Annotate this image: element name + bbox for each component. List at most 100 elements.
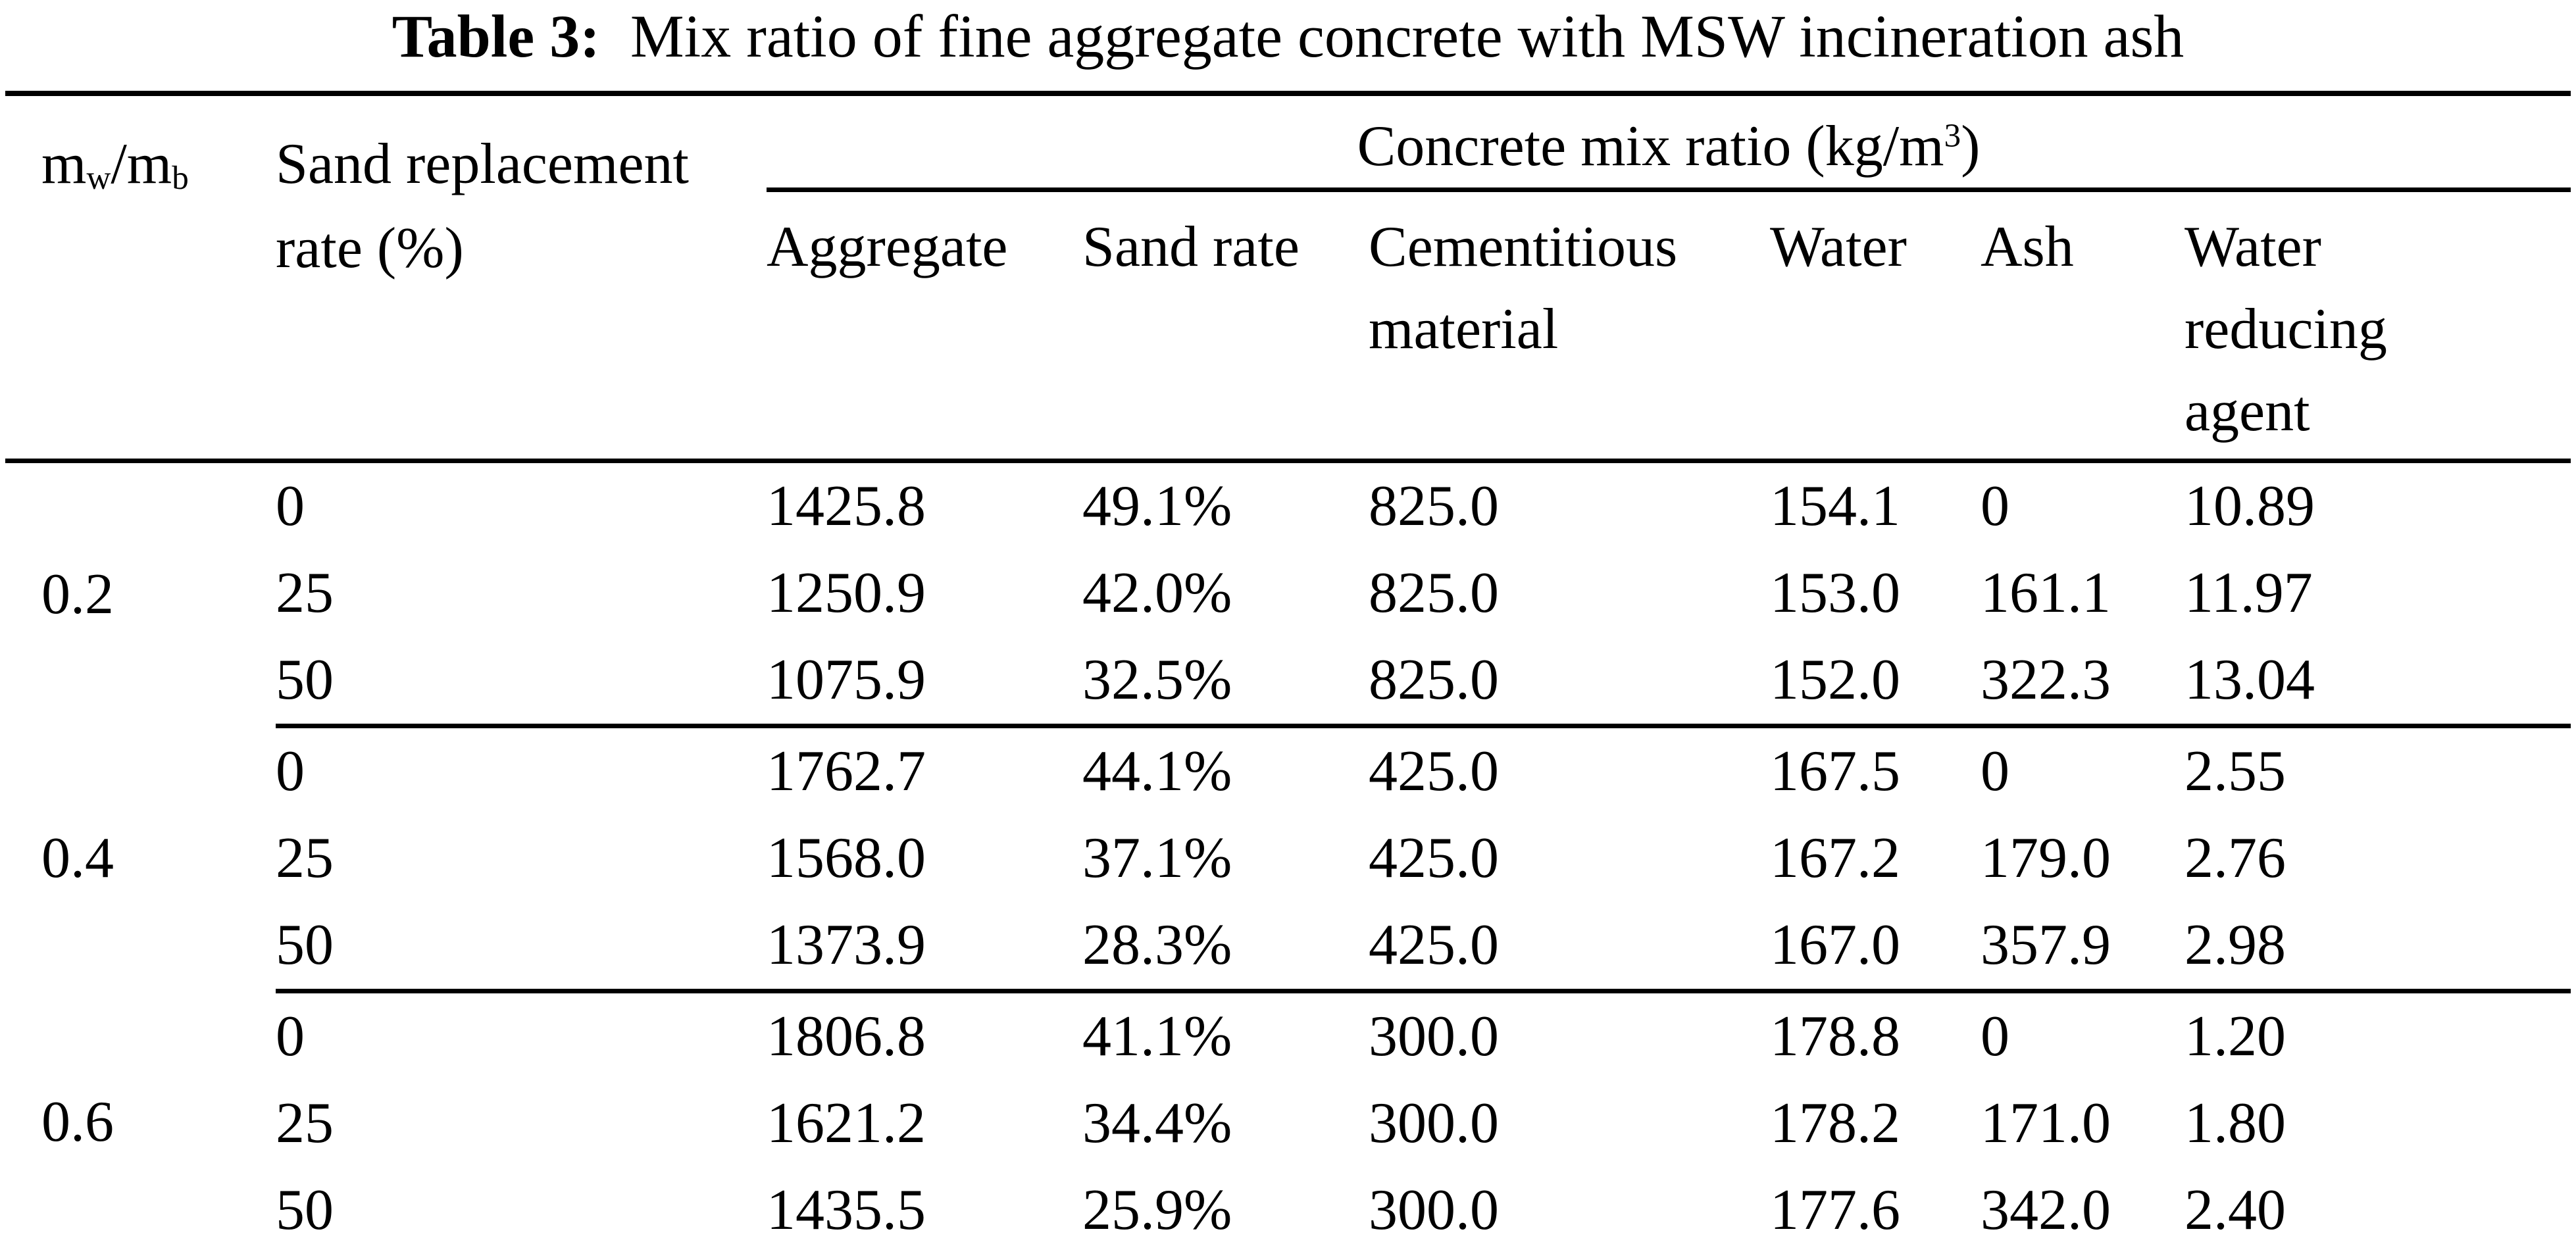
cell-sand-rate: 37.1%	[1082, 826, 1232, 890]
cell-cementitious: 300.0	[1369, 1091, 1499, 1155]
cell-ash: 342.0	[1981, 1178, 2111, 1242]
header-sand-replacement-rate: Sand replacement rate (%)	[276, 93, 767, 464]
table-row: 0.6 0 1806.8 41.1% 300.0 178.8 0 1.20	[5, 991, 2571, 1154]
cell-sand-replacement: 0	[276, 739, 305, 803]
cell-aggregate: 1621.2	[767, 1091, 926, 1155]
cell-water-reducing: 2.98	[2185, 901, 2571, 993]
mb-subscript: b	[172, 160, 189, 197]
cell-sand-rate: 41.1%	[1082, 1004, 1232, 1068]
header-aggregate: Aggregate	[767, 189, 1082, 464]
cell-mw-mb-ratio: 0.2	[41, 562, 114, 626]
header-cementitious-material-text: Cementitious material	[1369, 215, 1678, 362]
cell-sand-replacement: 25	[276, 561, 334, 625]
cell-water: 154.1	[1770, 474, 1900, 539]
cell-sand-replacement: 50	[276, 636, 767, 728]
cell-aggregate: 1568.0	[767, 826, 926, 890]
header-water-reducing-agent: Water reducing agent	[2185, 189, 2571, 464]
cell-water-reducing: 13.04	[2185, 636, 2571, 728]
cell-ash: 0	[1981, 1004, 2009, 1068]
cell-sand-rate: 28.3%	[1082, 901, 1369, 993]
cell-aggregate: 1075.9	[767, 636, 1082, 728]
cell-water: 167.0	[1770, 901, 1981, 993]
header-water-reducing-agent-text: Water reducing agent	[2185, 215, 2387, 444]
cell-mw-mb-ratio: 0.6	[41, 1089, 114, 1154]
cell-ash: 322.3	[1981, 636, 2185, 728]
mw-subscript: w	[86, 160, 111, 197]
cell-aggregate: 1762.7	[767, 739, 926, 803]
cell-aggregate: 1373.9	[767, 901, 1082, 993]
header-mw-mb: mw/mb	[5, 93, 276, 464]
cell-ash: 179.0	[1981, 826, 2111, 890]
header-row-top: mw/mb Sand replacement rate (%) Concrete…	[5, 93, 2571, 464]
cell-sand-rate: 32.5%	[1082, 636, 1369, 728]
cell-ash: 161.1	[1981, 561, 2111, 625]
cell-sand-rate: 34.4%	[1082, 1091, 1232, 1155]
cell-water-reducing: 2.76	[2185, 826, 2286, 890]
header-ash: Ash	[1981, 189, 2185, 464]
table-caption-text: Mix ratio of fine aggregate concrete wit…	[630, 3, 2185, 70]
cell-cementitious: 425.0	[1369, 739, 1499, 803]
cell-water-reducing: 1.80	[2185, 1091, 2286, 1155]
table-row: 50 1075.9 32.5% 825.0 152.0 322.3 13.04	[5, 636, 2571, 728]
cell-sand-replacement: 25	[276, 1091, 334, 1155]
cell-ash: 0	[1981, 474, 2009, 539]
table-row: 25 1250.9 42.0% 825.0 153.0 161.1 11.97	[5, 550, 2571, 637]
cell-sand-rate: 42.0%	[1082, 561, 1232, 625]
cell-aggregate: 1250.9	[767, 561, 926, 625]
cell-ash: 357.9	[1981, 901, 2185, 993]
mb-base: /m	[111, 132, 172, 196]
cell-water: 178.8	[1770, 1004, 1900, 1068]
cell-cementitious: 300.0	[1369, 1004, 1499, 1068]
mix-ratio-table: mw/mb Sand replacement rate (%) Concrete…	[5, 91, 2571, 1246]
cell-water: 167.5	[1770, 739, 1900, 803]
cell-water: 152.0	[1770, 636, 1981, 728]
cell-water-reducing: 11.97	[2185, 561, 2313, 625]
cell-water: 153.0	[1770, 561, 1900, 625]
cell-water-reducing: 2.40	[2185, 1178, 2286, 1242]
mw-base: m	[41, 132, 87, 196]
cell-sand-rate: 25.9%	[1082, 1178, 1232, 1242]
header-row-sub: Aggregate Sand rate Cementitious materia…	[5, 189, 2571, 464]
table-caption: Table 3: Mix ratio of fine aggregate conc…	[5, 0, 2571, 91]
cell-sand-replacement: 0	[276, 474, 305, 539]
header-concrete-mix-ratio: Concrete mix ratio (kg/m3)	[767, 93, 2571, 193]
cell-water-reducing: 2.55	[2185, 739, 2286, 803]
cell-cementitious: 825.0	[1369, 561, 1499, 625]
cell-cementitious: 825.0	[1369, 636, 1770, 728]
table-row: 50 1435.5 25.9% 300.0 177.6 342.0 2.40	[5, 1167, 2571, 1246]
concrete-mix-ratio-text: Concrete mix ratio (kg/m	[1357, 114, 1944, 178]
cell-sand-replacement: 50	[276, 901, 767, 993]
header-cementitious-material: Cementitious material	[1369, 189, 1770, 464]
header-sand-replacement-rate-text: Sand replacement rate (%)	[276, 132, 689, 280]
table-row: 25 1621.2 34.4% 300.0 178.2 171.0 1.80	[5, 1080, 2571, 1167]
cell-water: 167.2	[1770, 826, 1900, 890]
cell-mw-mb-ratio: 0.4	[41, 826, 114, 890]
cell-sand-rate: 49.1%	[1082, 474, 1232, 539]
cubic-superscript: 3	[1944, 117, 1961, 155]
cell-water: 177.6	[1770, 1178, 1900, 1242]
table-caption-label: Table 3:	[391, 3, 600, 70]
cell-water-reducing: 10.89	[2185, 474, 2315, 539]
table-row: 0.4 0 1762.7 44.1% 425.0 167.5 0 2.55	[5, 726, 2571, 890]
header-water: Water	[1770, 189, 1981, 464]
cell-sand-replacement: 50	[276, 1178, 334, 1242]
cell-cementitious: 825.0	[1369, 474, 1499, 539]
cell-sand-replacement: 0	[276, 1004, 305, 1068]
cell-ash: 0	[1981, 739, 2009, 803]
cell-aggregate: 1806.8	[767, 1004, 926, 1068]
table-row: 50 1373.9 28.3% 425.0 167.0 357.9 2.98	[5, 901, 2571, 993]
cell-sand-rate: 44.1%	[1082, 739, 1232, 803]
cell-sand-replacement: 25	[276, 826, 334, 890]
cell-cementitious: 425.0	[1369, 826, 1499, 890]
cell-aggregate: 1425.8	[767, 474, 926, 539]
cell-water: 178.2	[1770, 1091, 1900, 1155]
cell-ash: 171.0	[1981, 1091, 2111, 1155]
table-row: 25 1568.0 37.1% 425.0 167.2 179.0 2.76	[5, 815, 2571, 902]
table-figure: Table 3: Mix ratio of fine aggregate conc…	[5, 0, 2571, 1246]
cell-aggregate: 1435.5	[767, 1178, 926, 1242]
closing-paren: )	[1961, 114, 1981, 178]
cell-water-reducing: 1.20	[2185, 1004, 2286, 1068]
cell-cementitious: 300.0	[1369, 1178, 1499, 1242]
header-sand-rate: Sand rate	[1082, 189, 1369, 464]
cell-cementitious: 425.0	[1369, 901, 1770, 993]
